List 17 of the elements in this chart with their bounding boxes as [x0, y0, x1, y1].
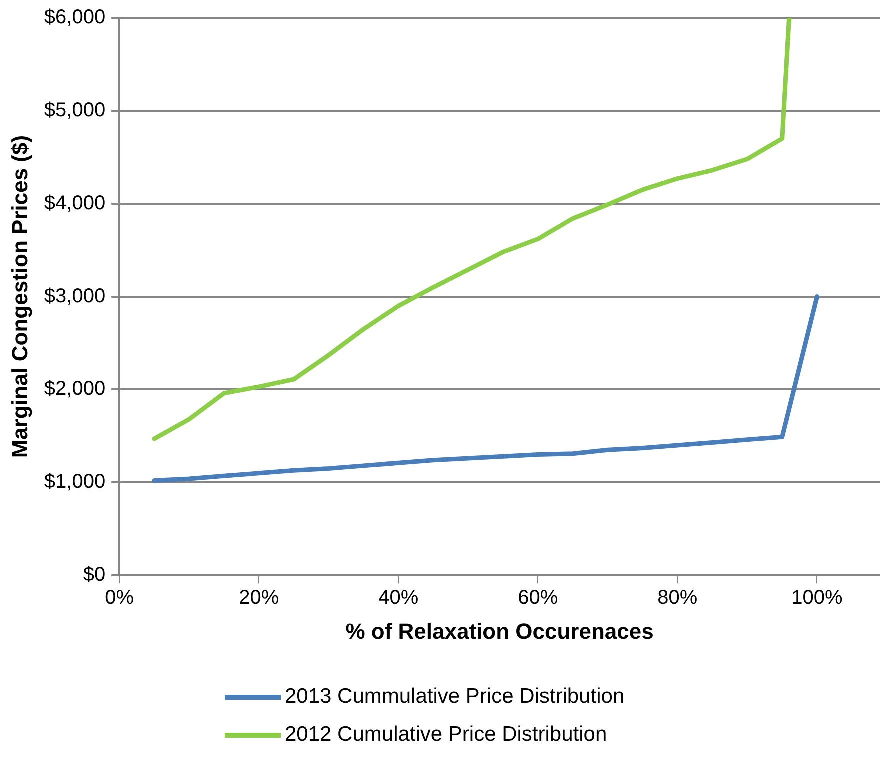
y-tick-label: $6,000	[44, 6, 106, 29]
x-tick-label: 0%	[105, 587, 134, 610]
x-tick-label: 60%	[518, 587, 558, 610]
y-tick-label: $1,000	[44, 471, 106, 494]
y-tick-label: $0	[83, 564, 106, 586]
x-tick-label: 20%	[239, 587, 280, 610]
y-tick-label: $2,000	[44, 378, 106, 400]
x-tick-label: 80%	[658, 587, 698, 610]
x-axis-title: % of Relaxation Occurenaces	[346, 618, 654, 644]
y-tick-label: $4,000	[44, 192, 106, 214]
x-tick-label: 40%	[378, 587, 419, 610]
legend-label: 2013 Cummulative Price Distribution	[285, 685, 625, 709]
y-tick-label: $3,000	[44, 285, 106, 308]
legend-label: 2012 Cumulative Price Distribution	[285, 723, 608, 747]
y-tick-label: $5,000	[44, 99, 106, 122]
x-tick-label: 100%	[792, 587, 844, 610]
y-axis-title: Marginal Congestion Prices ($)	[7, 135, 32, 458]
